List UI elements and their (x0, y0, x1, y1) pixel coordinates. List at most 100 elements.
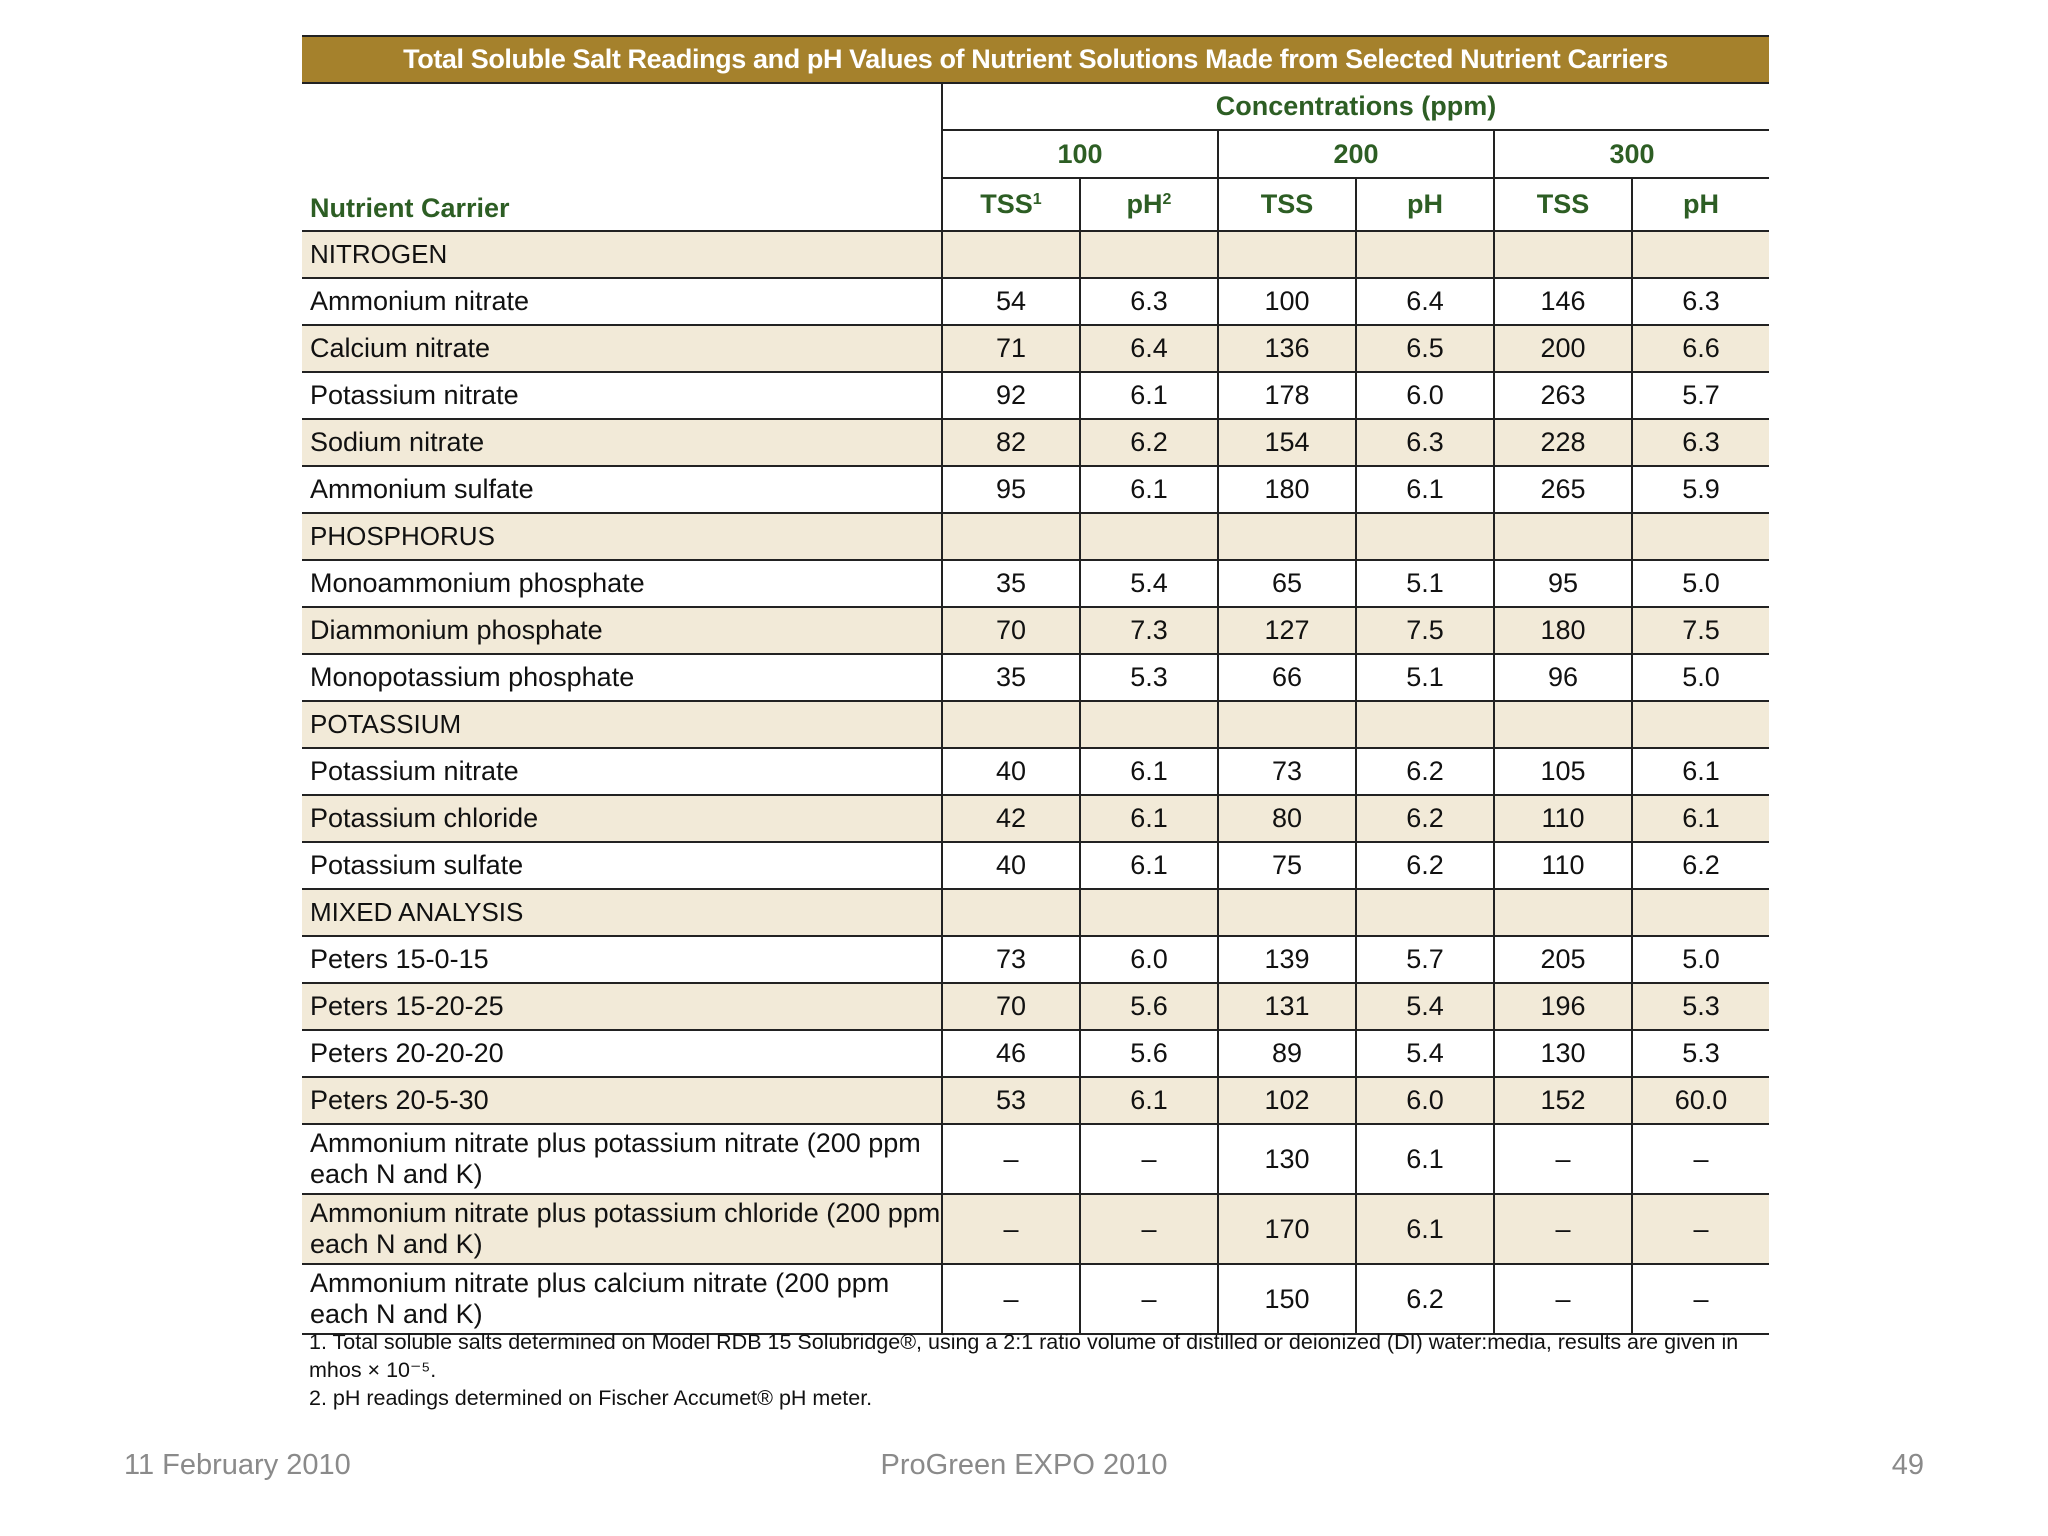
slide-number: 49 (1891, 1449, 1924, 1481)
section-label: NITROGEN (302, 231, 942, 279)
table-row: Ammonium sulfate 95 6.1 180 6.1 265 5.9 (302, 466, 1770, 514)
column-header-ph: pH (1630, 178, 1770, 232)
ph-cell: 5.6 (1079, 1030, 1218, 1078)
header-spacer (302, 130, 942, 178)
tss-cell: 152 (1493, 1077, 1632, 1125)
tss-cell (941, 513, 1080, 561)
tss-cell (1217, 231, 1356, 279)
footnote-1: 1. Total soluble salts determined on Mod… (309, 1330, 1739, 1382)
tss-cell: 228 (1493, 419, 1632, 467)
ph-cell: 6.1 (1355, 1194, 1494, 1265)
tss-cell: 53 (941, 1077, 1080, 1125)
column-header-tss: TSS1 (941, 178, 1080, 232)
tss-cell (1493, 513, 1632, 561)
ph-cell: 6.1 (1355, 1124, 1494, 1195)
tss-cell: 73 (1217, 748, 1356, 796)
table-row: Ammonium nitrate plus potassium nitrate … (302, 1124, 1770, 1195)
ph-cell: 5.0 (1630, 654, 1770, 702)
tss-cell: 82 (941, 419, 1080, 467)
column-header-label: TSS (1260, 189, 1314, 219)
ph-cell: – (1079, 1124, 1218, 1195)
section-row: MIXED ANALYSIS (302, 889, 1770, 937)
ph-cell (1355, 701, 1494, 749)
table-row: Monoammonium phosphate 35 5.4 65 5.1 95 5.0 (302, 560, 1770, 608)
ph-cell (1355, 513, 1494, 561)
tss-cell: 200 (1493, 325, 1632, 373)
header-row-concentrations: Concentrations (ppm) (302, 84, 1770, 131)
tss-cell: 54 (941, 278, 1080, 326)
ph-cell: 6.1 (1079, 1077, 1218, 1125)
tss-cell (1493, 889, 1632, 937)
tss-cell: 178 (1217, 372, 1356, 420)
nutrient-carrier-name: Potassium nitrate (302, 748, 942, 796)
ph-cell: – (1079, 1194, 1218, 1265)
nutrient-carrier-name: Ammonium nitrate plus calcium nitrate (2… (302, 1264, 942, 1335)
level-header-300: 300 (1492, 130, 1770, 179)
ph-cell: 6.1 (1079, 795, 1218, 843)
table-row: Ammonium nitrate 54 6.3 100 6.4 146 6.3 (302, 278, 1770, 326)
table-row: Calcium nitrate 71 6.4 136 6.5 200 6.6 (302, 325, 1770, 373)
ph-cell (1079, 513, 1218, 561)
tss-cell: 40 (941, 748, 1080, 796)
tss-cell: 73 (941, 936, 1080, 984)
tss-cell: 130 (1493, 1030, 1632, 1078)
column-header-tss: TSS (1217, 178, 1356, 232)
table-row: Ammonium nitrate plus potassium chloride… (302, 1194, 1770, 1265)
tss-cell: 66 (1217, 654, 1356, 702)
footer-event: ProGreen EXPO 2010 (880, 1449, 1168, 1481)
tss-cell: 131 (1217, 983, 1356, 1031)
footnote-marker: 1 (1032, 191, 1042, 208)
section-label: POTASSIUM (302, 701, 942, 749)
tss-cell: 110 (1493, 795, 1632, 843)
section-row: PHOSPHORUS (302, 513, 1770, 561)
table-body: NITROGEN Ammonium nitrate 54 6.3 100 6.4 146 6.… (302, 231, 1770, 1335)
tss-cell: 154 (1217, 419, 1356, 467)
data-table: Concentrations (ppm) 100 200 300 Nutrien… (302, 84, 1770, 1335)
tss-cell: 96 (1493, 654, 1632, 702)
ph-cell (1355, 889, 1494, 937)
ph-cell: 5.9 (1630, 466, 1770, 514)
ph-cell: 5.0 (1630, 936, 1770, 984)
section-row: POTASSIUM (302, 701, 1770, 749)
column-header-label: pH (1407, 189, 1443, 219)
column-header-label: TSS (1536, 189, 1590, 219)
tss-cell: 170 (1217, 1194, 1356, 1265)
tss-cell: 92 (941, 372, 1080, 420)
ph-cell: 6.1 (1079, 466, 1218, 514)
column-header-ph: pH2 (1079, 178, 1218, 232)
table-row: Diammonium phosphate 70 7.3 127 7.5 180 7.5 (302, 607, 1770, 655)
ph-cell: 6.2 (1355, 842, 1494, 890)
tss-cell: – (1493, 1194, 1632, 1265)
nutrient-carrier-name: Monoammonium phosphate (302, 560, 942, 608)
ph-cell: 60.0 (1630, 1077, 1770, 1125)
ph-cell: 6.1 (1079, 842, 1218, 890)
ph-cell: 5.6 (1079, 983, 1218, 1031)
tss-cell: 136 (1217, 325, 1356, 373)
tss-cell (1217, 889, 1356, 937)
tss-cell: 180 (1217, 466, 1356, 514)
ph-cell: 5.0 (1630, 560, 1770, 608)
concentrations-header: Concentrations (ppm) (940, 84, 1770, 131)
footnotes: 1. Total soluble salts determined on Mod… (309, 1328, 1769, 1412)
header-spacer (302, 84, 942, 130)
ph-cell: 5.1 (1355, 560, 1494, 608)
section-label: MIXED ANALYSIS (302, 889, 942, 937)
ph-cell: 6.3 (1079, 278, 1218, 326)
nutrient-carrier-header: Nutrient Carrier (302, 178, 942, 232)
level-header-100: 100 (941, 130, 1218, 179)
ph-cell: 6.6 (1630, 325, 1770, 373)
tss-cell (941, 889, 1080, 937)
table-row: Potassium nitrate 92 6.1 178 6.0 263 5.7 (302, 372, 1770, 420)
tss-cell (941, 701, 1080, 749)
ph-cell: 6.2 (1630, 842, 1770, 890)
tss-cell: 42 (941, 795, 1080, 843)
tss-cell: 265 (1493, 466, 1632, 514)
ph-cell: 6.4 (1079, 325, 1218, 373)
column-header-label: pH (1126, 189, 1163, 219)
tss-cell: – (1493, 1124, 1632, 1195)
ph-cell: 5.3 (1630, 1030, 1770, 1078)
tss-cell: 127 (1217, 607, 1356, 655)
tss-cell: – (1493, 1264, 1632, 1335)
nutrient-carrier-name: Peters 20-5-30 (302, 1077, 942, 1125)
ph-cell: – (1079, 1264, 1218, 1335)
